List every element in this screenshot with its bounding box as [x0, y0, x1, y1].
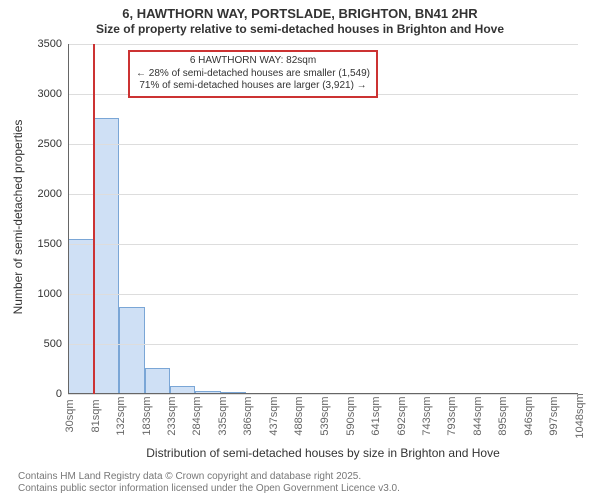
y-tick-label: 3000 [38, 88, 68, 100]
y-axis-label: Number of semi-detached properties [11, 107, 25, 327]
x-tick-label: 997sqm [548, 396, 560, 435]
chart-container: 6, HAWTHORN WAY, PORTSLADE, BRIGHTON, BN… [0, 0, 600, 500]
y-tick-label: 1500 [38, 238, 68, 250]
x-axis-line [68, 393, 578, 394]
x-tick-label: 743sqm [421, 396, 433, 435]
x-tick-label: 1048sqm [574, 393, 586, 438]
y-tick-label: 1000 [38, 288, 68, 300]
footer-line2: Contains public sector information licen… [18, 483, 400, 494]
annotation-box: 6 HAWTHORN WAY: 82sqm ← 28% of semi-deta… [128, 50, 378, 98]
x-tick-label: 641sqm [370, 396, 382, 435]
gridline [68, 394, 578, 395]
x-tick-label: 81sqm [90, 399, 102, 432]
annotation-line1: 6 HAWTHORN WAY: 82sqm [136, 55, 370, 68]
footer-line1: Contains HM Land Registry data © Crown c… [18, 471, 361, 482]
histogram-bar [68, 239, 94, 394]
chart-title-line2: Size of property relative to semi-detach… [0, 22, 600, 36]
gridline [68, 244, 578, 245]
x-tick-label: 590sqm [345, 396, 357, 435]
y-tick-label: 0 [56, 388, 68, 400]
x-tick-label: 284sqm [191, 396, 203, 435]
gridline [68, 144, 578, 145]
y-axis-line [68, 44, 69, 394]
x-tick-label: 233sqm [166, 396, 178, 435]
x-tick-label: 183sqm [141, 396, 153, 435]
highlight-marker-line [93, 44, 95, 394]
x-tick-label: 437sqm [268, 396, 280, 435]
gridline [68, 44, 578, 45]
gridline [68, 294, 578, 295]
x-tick-label: 793sqm [446, 396, 458, 435]
x-tick-label: 895sqm [497, 396, 509, 435]
x-tick-label: 692sqm [396, 396, 408, 435]
plot-area: 6 HAWTHORN WAY: 82sqm ← 28% of semi-deta… [68, 44, 578, 394]
x-tick-label: 132sqm [115, 396, 127, 435]
x-tick-label: 30sqm [64, 399, 76, 432]
y-tick-label: 3500 [38, 38, 68, 50]
histogram-bar [94, 118, 120, 394]
x-tick-label: 488sqm [293, 396, 305, 435]
gridline [68, 194, 578, 195]
chart-title-line1: 6, HAWTHORN WAY, PORTSLADE, BRIGHTON, BN… [0, 6, 600, 21]
gridline [68, 344, 578, 345]
x-tick-label: 844sqm [472, 396, 484, 435]
x-tick-label: 539sqm [319, 396, 331, 435]
x-axis-label: Distribution of semi-detached houses by … [68, 446, 578, 460]
histogram-bar [145, 368, 171, 394]
histogram-bar [119, 307, 145, 394]
y-tick-label: 500 [44, 338, 68, 350]
x-tick-label: 335sqm [217, 396, 229, 435]
annotation-line2: ← 28% of semi-detached houses are smalle… [136, 68, 370, 81]
x-tick-label: 386sqm [242, 396, 254, 435]
annotation-line3: 71% of semi-detached houses are larger (… [136, 80, 370, 93]
y-tick-label: 2000 [38, 188, 68, 200]
x-tick-label: 946sqm [523, 396, 535, 435]
y-tick-label: 2500 [38, 138, 68, 150]
